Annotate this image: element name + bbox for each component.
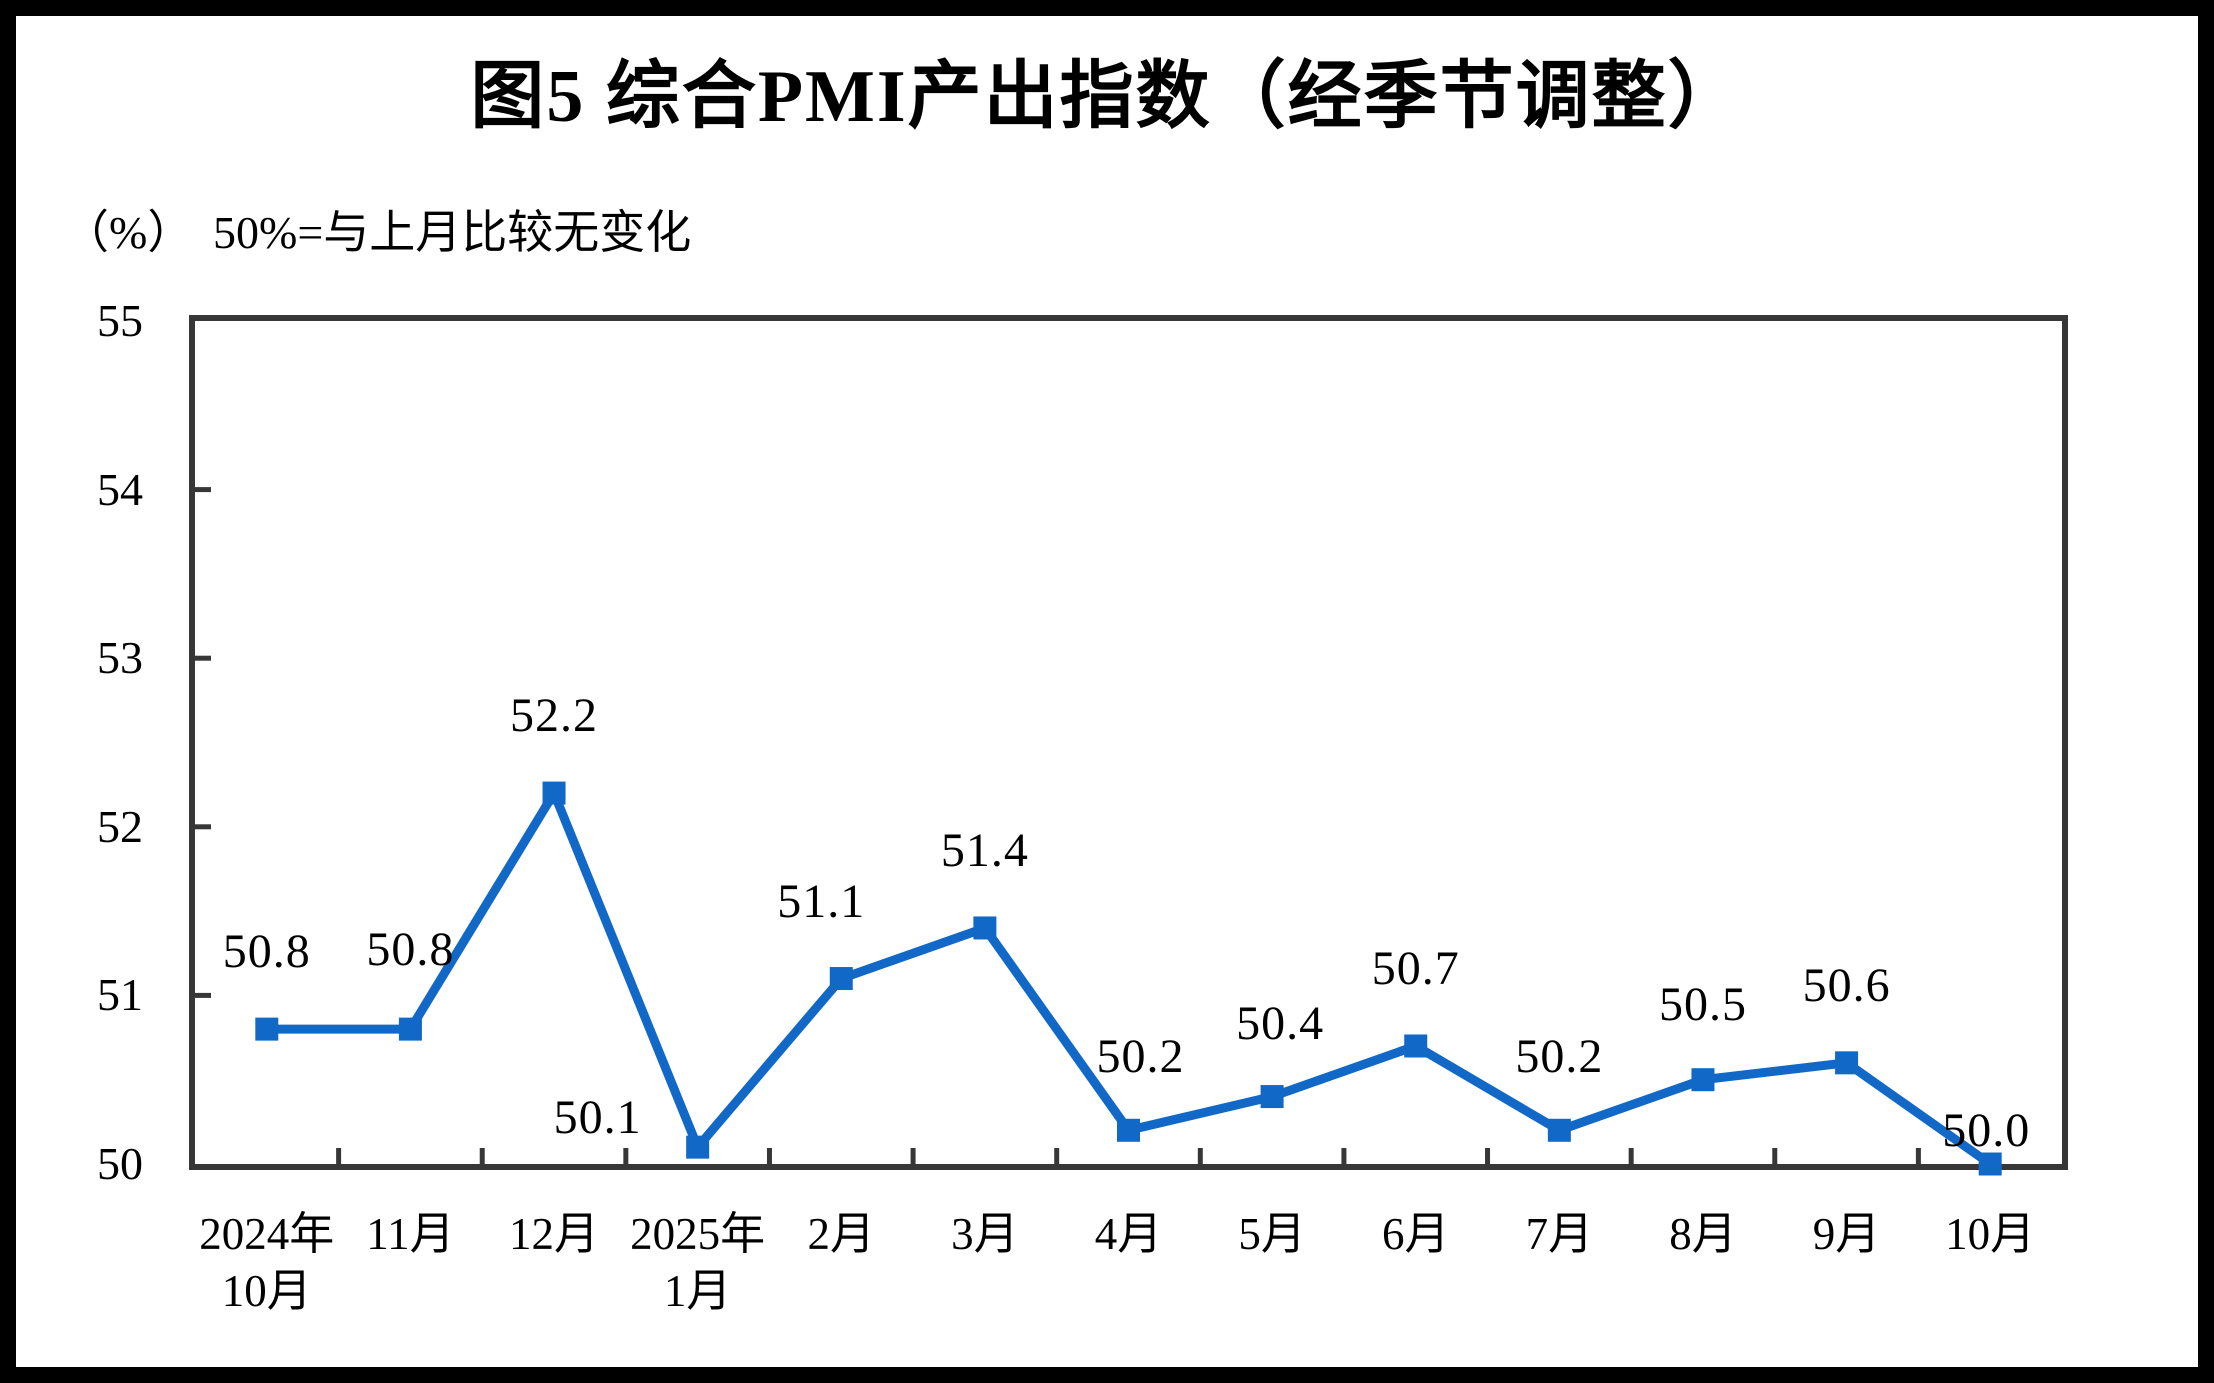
x-axis-label-6: 3月 xyxy=(951,1209,1019,1259)
data-label-11: 50.5 xyxy=(1658,977,1747,1031)
y-axis-label-50: 50 xyxy=(97,1138,143,1189)
data-label-3: 52.2 xyxy=(510,689,599,743)
x-axis-label-1: 2024年 10月 xyxy=(199,1209,335,1316)
data-point-marker xyxy=(1260,1085,1284,1109)
reference-line-note: 50%=与上月比较无变化 xyxy=(213,207,692,258)
x-axis-label-11: 8月 xyxy=(1669,1209,1737,1259)
data-label-4: 50.1 xyxy=(553,1091,642,1145)
line-series-svg xyxy=(195,487,2002,1176)
x-axis-label-8: 5月 xyxy=(1238,1209,1306,1259)
plot-area xyxy=(189,315,2068,1176)
data-label-1: 50.8 xyxy=(222,925,311,979)
y-axis-label-51: 51 xyxy=(97,969,143,1021)
x-axis-label-12: 9月 xyxy=(1812,1209,1881,1259)
data-point-marker xyxy=(255,1017,279,1041)
data-point-marker xyxy=(1404,1034,1428,1058)
data-label-7: 50.2 xyxy=(1096,1030,1185,1084)
data-point-marker xyxy=(1547,1118,1571,1142)
data-label-2: 50.8 xyxy=(366,923,455,977)
data-point-marker xyxy=(1117,1118,1140,1142)
x-axis-label-5: 2月 xyxy=(807,1209,876,1259)
data-label-10: 50.2 xyxy=(1515,1030,1604,1084)
x-axis-label-9: 6月 xyxy=(1381,1209,1450,1259)
y-axis-unit-label: （%） xyxy=(63,207,194,258)
data-label-13: 50.0 xyxy=(1942,1104,2031,1157)
data-point-marker xyxy=(973,916,997,940)
x-axis-label-10: 7月 xyxy=(1525,1209,1594,1259)
data-label-5: 51.1 xyxy=(777,874,866,928)
y-axis-label-53: 53 xyxy=(97,632,143,684)
data-point-marker xyxy=(542,781,566,805)
data-point-marker xyxy=(686,1135,710,1159)
data-label-9: 50.7 xyxy=(1371,941,1460,995)
x-axis-label-7: 4月 xyxy=(1094,1209,1163,1259)
x-axis-label-4: 2025年 1月 xyxy=(630,1209,766,1316)
data-point-marker xyxy=(829,967,853,991)
y-axis-label-55: 55 xyxy=(97,295,143,346)
y-axis-label-54: 54 xyxy=(97,463,143,515)
data-point-marker xyxy=(398,1017,422,1041)
x-axis-label-13: 10月 xyxy=(1945,1209,2036,1259)
y-axis-label-52: 52 xyxy=(97,800,143,852)
x-axis-label-2: 11月 xyxy=(366,1209,455,1259)
data-point-marker xyxy=(1691,1068,1715,1092)
chart-title: 图5 综合PMI产出指数（经季节调整） xyxy=(470,56,1744,138)
data-point-marker xyxy=(1978,1152,2002,1176)
data-label-6: 51.4 xyxy=(940,823,1029,877)
data-label-8: 50.4 xyxy=(1236,996,1325,1050)
data-point-marker xyxy=(1835,1051,1859,1075)
x-axis-label-3: 12月 xyxy=(509,1209,600,1259)
data-label-12: 50.6 xyxy=(1802,958,1891,1012)
